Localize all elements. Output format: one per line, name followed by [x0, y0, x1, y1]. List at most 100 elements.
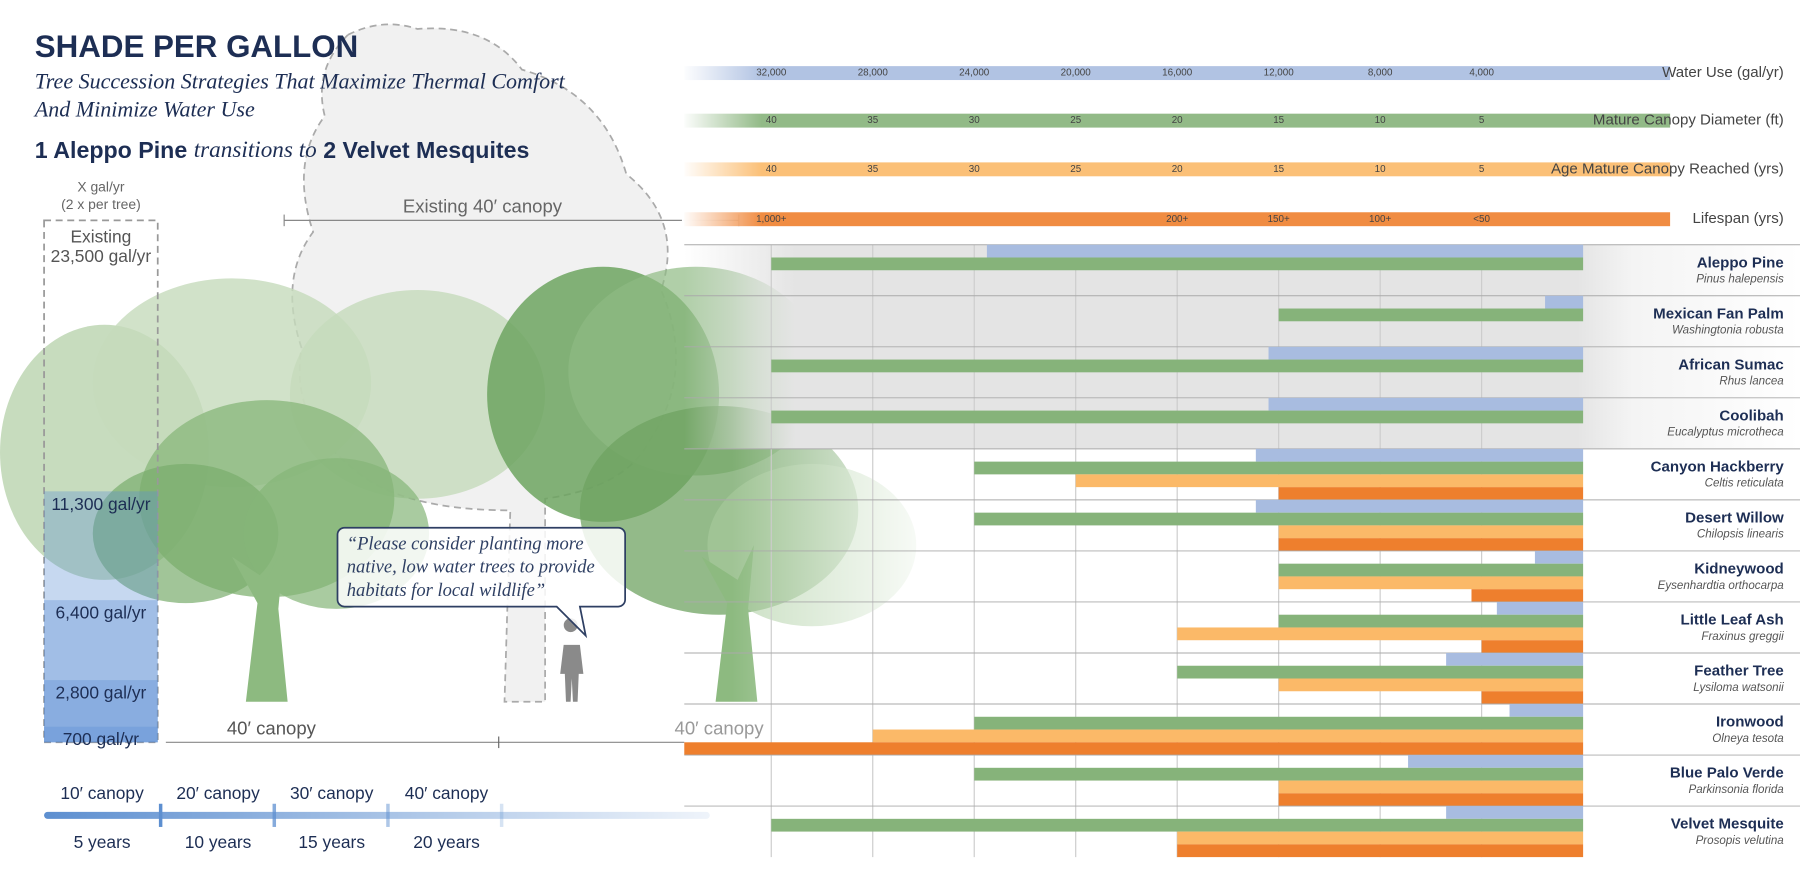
timeline	[44, 811, 710, 819]
timeline-label: 15 years	[298, 832, 365, 852]
quote: native, low water trees to provide	[347, 557, 595, 578]
tree-name: Little Leaf Ash	[1681, 611, 1784, 628]
bar	[771, 257, 1584, 271]
bar	[684, 742, 1584, 756]
bar	[1278, 793, 1584, 807]
bar	[1177, 844, 1584, 858]
bar	[1278, 525, 1584, 539]
headline-part: 1 Aleppo Pine	[35, 137, 188, 163]
bar	[1278, 780, 1584, 794]
bar	[986, 244, 1584, 258]
existing-label: Existing	[70, 226, 131, 246]
water-label: 6,400 gal/yr	[56, 603, 147, 623]
tree-latin: Eysenhardtia orthocarpa	[1658, 580, 1785, 592]
tree-latin: Prosopis velutina	[1696, 835, 1785, 847]
timeline-tick	[158, 803, 163, 827]
bar	[974, 767, 1584, 781]
tree-name: African Sumac	[1678, 356, 1783, 373]
tree-latin: Rhus lancea	[1719, 376, 1784, 388]
bar	[1446, 806, 1584, 819]
canopy-label: Existing 40′ canopy	[403, 196, 563, 217]
water-label: 23,500 gal/yr	[51, 246, 152, 266]
speech-bubble	[336, 526, 626, 639]
tree-name: Velvet Mesquite	[1671, 816, 1784, 833]
bar	[1268, 397, 1584, 411]
tree-latin: Parkinsonia florida	[1689, 784, 1785, 796]
timeline-tick	[386, 803, 390, 827]
water-column	[43, 219, 159, 744]
bar	[1509, 704, 1584, 717]
bar	[1446, 652, 1584, 666]
water-column	[44, 726, 158, 743]
tree-name: Feather Tree	[1694, 663, 1784, 680]
bar	[1278, 538, 1584, 551]
water-label: 700 gal/yr	[63, 729, 140, 749]
headline-part: 2 Velvet Mesquites	[323, 137, 529, 163]
tree-name: Kidneywood	[1694, 560, 1784, 577]
tree-illustration	[0, 23, 952, 720]
bar	[1255, 448, 1584, 462]
bar	[1408, 755, 1584, 768]
bar	[1278, 614, 1584, 628]
bar	[974, 716, 1584, 730]
quote: habitats for local wildlife”	[347, 580, 545, 601]
tree-name: Desert Willow	[1685, 509, 1784, 526]
bar	[974, 512, 1584, 526]
bar	[872, 729, 1584, 743]
timeline-label: 20 years	[413, 832, 480, 852]
bar	[771, 359, 1584, 373]
timeline-label: 30′ canopy	[290, 783, 374, 803]
bar	[1255, 499, 1584, 513]
canopy-label: 40′ canopy	[675, 717, 765, 738]
tree-latin: Fraxinus greggii	[1701, 631, 1784, 643]
timeline-label: 10 years	[185, 832, 252, 852]
tree-name: Coolibah	[1719, 407, 1783, 424]
bar	[1534, 550, 1584, 564]
axis-title: Lifespan (yrs)	[1693, 210, 1784, 227]
title: SHADE PER GALLON	[35, 29, 358, 64]
bar	[1177, 831, 1584, 845]
headline: 1 Aleppo Pine transitions to 2 Velvet Me…	[35, 137, 530, 163]
tree-latin: Pinus halepensis	[1696, 274, 1784, 286]
bar	[974, 461, 1584, 475]
water-column	[44, 680, 158, 743]
timeline-label: 40′ canopy	[405, 783, 489, 803]
axis-title: Water Use (gal/yr)	[1662, 64, 1784, 81]
bar	[771, 410, 1584, 424]
bar	[1278, 308, 1584, 322]
timeline-tick	[272, 803, 277, 827]
timeline-label: 5 years	[74, 832, 131, 852]
tree-latin: Chilopsis linearis	[1697, 529, 1784, 541]
quote: “Please consider planting more	[347, 533, 584, 554]
water-label: 11,300 gal/yr	[51, 494, 150, 514]
bar	[1177, 627, 1584, 641]
tree-latin: Celtis reticulata	[1705, 478, 1785, 490]
bar	[1268, 346, 1584, 360]
bar	[1278, 487, 1584, 500]
timeline-label: 10′ canopy	[60, 783, 144, 803]
bar	[1278, 678, 1584, 692]
bar	[1496, 601, 1584, 615]
water-label: 2,800 gal/yr	[56, 683, 147, 703]
tree-name: Mexican Fan Palm	[1653, 305, 1784, 322]
bar	[1545, 295, 1584, 309]
subtitle: Tree Succession Strategies That Maximize…	[35, 69, 566, 94]
tree-latin: Olneya tesota	[1712, 733, 1784, 745]
bar	[1481, 691, 1584, 705]
bar	[1278, 563, 1584, 577]
tree-name: Blue Palo Verde	[1670, 765, 1784, 782]
canopy-label: 40′ canopy	[227, 717, 317, 738]
column-header: (2 x per tree)	[61, 196, 141, 212]
subtitle: And Minimize Water Use	[33, 96, 255, 121]
bar	[1177, 665, 1584, 679]
column-header: X gal/yr	[77, 179, 125, 195]
water-column	[44, 491, 158, 743]
band-fade	[681, 58, 1680, 232]
tree-latin: Eucalyptus microtheca	[1667, 427, 1784, 439]
tree-name: Ironwood	[1716, 714, 1784, 731]
bar	[1278, 576, 1584, 590]
bar	[1481, 640, 1584, 653]
bar	[1075, 474, 1584, 488]
